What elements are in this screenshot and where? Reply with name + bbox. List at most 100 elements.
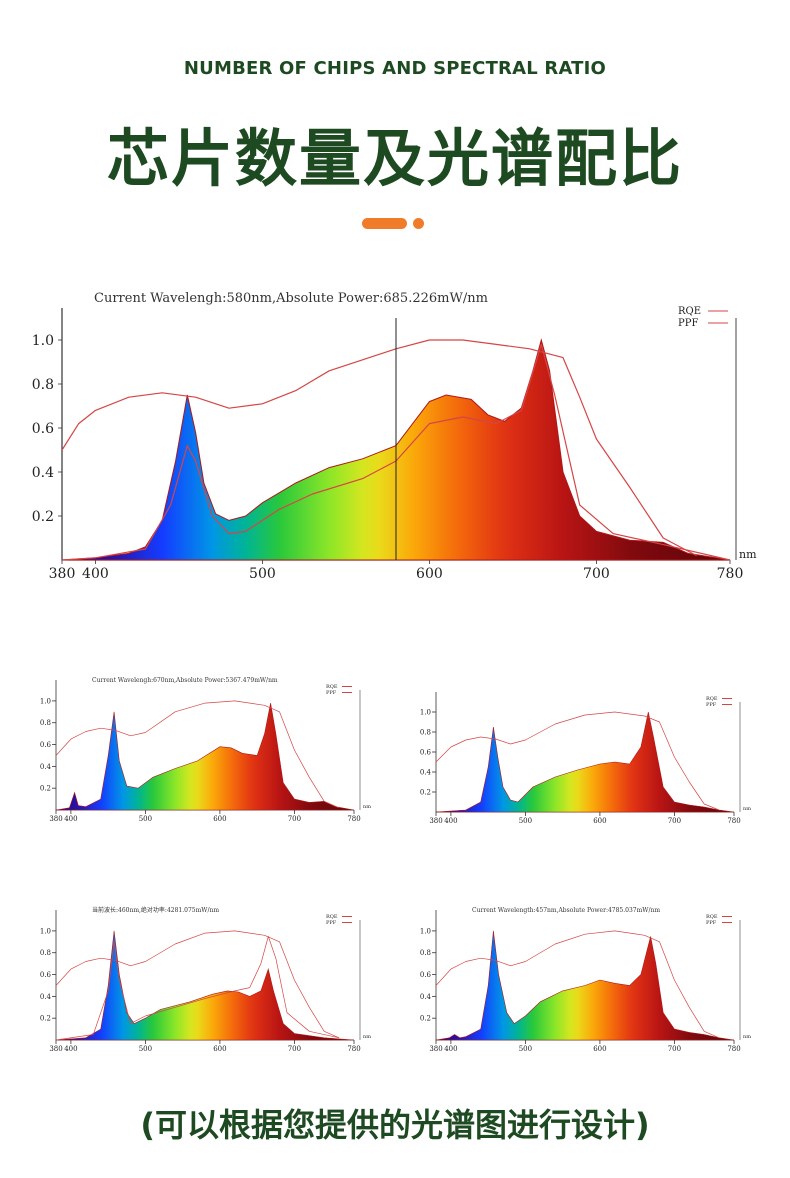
chart-svg: Current Wavelengh:670nm,Absolute Power:5… — [40, 677, 371, 823]
y-tick-label: 0.2 — [40, 1015, 51, 1023]
y-tick-label: 0.4 — [32, 465, 54, 481]
x-axis-unit: nm — [363, 1034, 371, 1040]
y-tick-label: 0.2 — [32, 509, 54, 525]
legend-label: RQE — [706, 914, 718, 920]
x-tick-label: 380 — [429, 1045, 442, 1053]
chart-svg: 当前波长:460nm,绝对功率:4281.075mW/nm 0.2 0.4 0.6 0.… — [40, 906, 371, 1053]
spectrum-area — [55, 703, 355, 811]
x-tick-label: 780 — [347, 815, 360, 823]
chart-title: Current Wavelengh:580nm,Absolute Power:6… — [94, 291, 488, 306]
x-tick-label: 600 — [213, 1045, 226, 1053]
x-tick-label: 700 — [288, 815, 301, 823]
footer-note: (可以根据您提供的光谱图进行设计) — [140, 1106, 650, 1144]
y-tick-label: 0.4 — [420, 993, 432, 1001]
spectrum-chart-457nm: Current Wavelength:457nm,Absolute Power:… — [400, 898, 770, 1058]
legend-label: RQE — [326, 684, 338, 690]
legend-label: PPF — [706, 702, 717, 708]
title-chinese: 芯片数量及光谱配比 — [106, 122, 683, 195]
chart-title: 当前波长:460nm,绝对功率:4281.075mW/nm — [92, 906, 219, 914]
y-tick-label: 1.0 — [32, 333, 54, 349]
x-tick-label: 380 — [49, 566, 76, 582]
x-axis-unit: nm — [363, 804, 371, 810]
x-tick-label: 780 — [727, 817, 740, 825]
x-tick-label: 700 — [668, 1045, 681, 1053]
title-english: NUMBER OF CHIPS AND SPECTRAL RATIO — [183, 58, 607, 79]
series-rqe-line — [435, 930, 720, 1039]
y-tick-label: 1.0 — [40, 697, 51, 705]
x-tick-label: 400 — [64, 815, 77, 823]
x-tick-label: 500 — [139, 1045, 152, 1053]
legend-label: PPF — [706, 920, 717, 926]
y-tick-label: 0.6 — [32, 421, 54, 437]
legend-label: RQE — [678, 306, 701, 317]
y-tick-label: 1.0 — [420, 708, 431, 716]
chart-svg: Current Wavelengh:580nm,Absolute Power:6… — [32, 291, 757, 582]
legend-label: RQE — [326, 914, 338, 920]
y-tick-label: 0.4 — [420, 768, 432, 776]
x-tick-label: 700 — [583, 566, 610, 582]
y-tick-label: 0.6 — [420, 971, 432, 979]
spectrum-area — [435, 711, 735, 813]
x-tick-label: 700 — [288, 1045, 301, 1053]
x-tick-label: 500 — [139, 815, 152, 823]
x-tick-label: 380 — [429, 817, 442, 825]
y-tick-label: 0.2 — [420, 788, 431, 796]
y-tick-label: 0.8 — [420, 949, 431, 957]
title-decoration — [362, 218, 426, 230]
x-tick-label: 600 — [593, 817, 606, 825]
spectrum-chart-670nm: Current Wavelengh:670nm,Absolute Power:5… — [20, 668, 390, 828]
series-rqe-line — [55, 930, 340, 1039]
chart-svg: Current Wavelength:457nm,Absolute Power:… — [420, 907, 751, 1053]
legend-label: PPF — [326, 920, 337, 926]
y-tick-label: 0.8 — [40, 719, 51, 727]
y-tick-label: 1.0 — [420, 927, 431, 935]
legend-label: PPF — [326, 690, 337, 696]
x-tick-label: 400 — [82, 566, 109, 582]
x-tick-label: 780 — [717, 566, 744, 582]
x-tick-label: 380 — [49, 815, 62, 823]
y-tick-label: 0.8 — [420, 728, 431, 736]
x-tick-label: 400 — [64, 1045, 77, 1053]
spectrum-area — [435, 930, 735, 1041]
y-tick-label: 0.4 — [40, 763, 52, 771]
y-tick-label: 0.6 — [40, 971, 52, 979]
x-tick-label: 600 — [593, 1045, 606, 1053]
y-tick-label: 0.2 — [40, 785, 51, 793]
y-tick-label: 0.6 — [420, 748, 432, 756]
x-tick-label: 780 — [727, 1045, 740, 1053]
decoration-dot — [413, 218, 424, 229]
decoration-bar — [362, 218, 407, 229]
chart-title: Current Wavelength:457nm,Absolute Power:… — [472, 907, 660, 914]
y-tick-label: 0.6 — [40, 741, 52, 749]
x-tick-label: 400 — [444, 1045, 457, 1053]
main-spectrum-chart: Current Wavelengh:580nm,Absolute Power:6… — [0, 278, 790, 598]
y-tick-label: 0.2 — [420, 1015, 431, 1023]
series-rqe-line — [55, 700, 340, 809]
spectrum-chart-460nm: 当前波长:460nm,绝对功率:4281.075mW/nm 0.2 0.4 0.6 0.… — [20, 898, 390, 1058]
x-tick-label: 700 — [668, 817, 681, 825]
series-rqe-line — [435, 711, 720, 811]
x-tick-label: 500 — [519, 817, 532, 825]
legend-label: PPF — [678, 318, 698, 329]
y-tick-label: 0.8 — [32, 377, 54, 393]
x-axis-unit: nm — [743, 1034, 751, 1040]
x-tick-label: 780 — [347, 1045, 360, 1053]
spectrum-chart-top-right: 0.2 0.4 0.6 0.8 1.0 380 400 500 600 700 780 nm RQE PP… — [400, 680, 770, 830]
spectrum-area — [55, 930, 355, 1041]
x-axis-unit: nm — [743, 806, 751, 812]
x-tick-label: 400 — [444, 817, 457, 825]
x-tick-label: 500 — [519, 1045, 532, 1053]
y-tick-label: 0.8 — [40, 949, 51, 957]
chart-title: Current Wavelengh:670nm,Absolute Power:5… — [92, 677, 278, 684]
series-ppf-line — [61, 343, 731, 561]
x-axis-unit: nm — [739, 548, 757, 561]
x-tick-label: 380 — [49, 1045, 62, 1053]
y-tick-label: 0.4 — [40, 993, 52, 1001]
x-tick-label: 600 — [416, 566, 443, 582]
x-tick-label: 600 — [213, 815, 226, 823]
legend-label: RQE — [706, 696, 718, 702]
x-tick-label: 500 — [249, 566, 276, 582]
series-rqe-line — [61, 339, 697, 557]
y-tick-label: 1.0 — [40, 927, 51, 935]
